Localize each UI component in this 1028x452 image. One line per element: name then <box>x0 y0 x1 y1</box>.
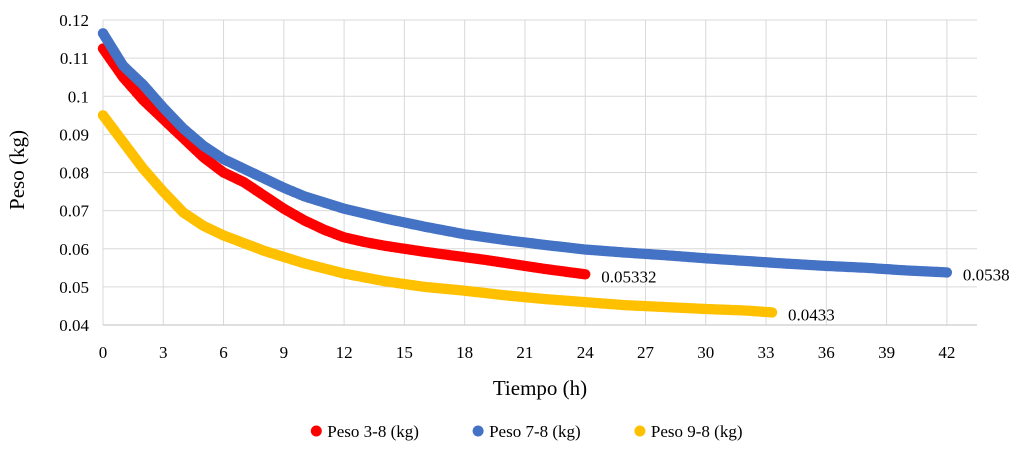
x-tick-label: 30 <box>697 343 714 362</box>
series-1 <box>97 43 591 280</box>
x-tick-label: 9 <box>280 343 289 362</box>
y-tick-label: 0.07 <box>59 202 89 221</box>
legend-marker <box>634 425 646 437</box>
x-tick-label: 12 <box>336 343 353 362</box>
x-axis-title: Tiempo (h) <box>493 376 587 400</box>
data-labels: 0.05332 0.0538 0.0433 <box>601 265 1009 324</box>
legend-marker <box>472 425 484 437</box>
series-layer <box>97 28 953 318</box>
y-tick-label: 0.11 <box>60 49 89 68</box>
x-tick-label: 36 <box>818 343 835 362</box>
legend-marker <box>310 425 322 437</box>
y-axis-title: Peso (kg) <box>5 130 29 210</box>
x-tick-label: 6 <box>219 343 228 362</box>
series-2 <box>97 28 953 278</box>
legend-label: Peso 7-8 (kg) <box>489 422 581 441</box>
series-marker <box>580 269 591 280</box>
x-tick-label: 39 <box>878 343 895 362</box>
x-tick-label: 21 <box>516 343 533 362</box>
y-tick-label: 0.05 <box>59 278 89 297</box>
legend-label: Peso 9-8 (kg) <box>651 422 743 441</box>
legend-item-2: Peso 7-8 (kg) <box>472 422 581 441</box>
x-tick-label: 3 <box>159 343 168 362</box>
legend-item-1: Peso 3-8 (kg) <box>310 422 419 441</box>
x-tick-label: 24 <box>577 343 595 362</box>
end-value-label: 0.0433 <box>788 305 835 324</box>
x-tick-label: 42 <box>938 343 955 362</box>
x-tick-label: 15 <box>396 343 413 362</box>
x-tick-label: 33 <box>758 343 775 362</box>
x-tick-label: 18 <box>456 343 473 362</box>
legend-item-3: Peso 9-8 (kg) <box>634 422 743 441</box>
legend: Peso 3-8 (kg) Peso 7-8 (kg) Peso 9-8 (kg) <box>310 422 743 441</box>
y-tick-label: 0.08 <box>59 164 89 183</box>
legend-label: Peso 3-8 (kg) <box>327 422 419 441</box>
series-marker <box>941 267 953 278</box>
y-tick-label: 0.09 <box>59 125 89 144</box>
axes: 0.040.050.060.070.080.090.10.110.120 3 6 9 1… <box>59 11 977 362</box>
y-tick-label: 0.1 <box>68 87 89 106</box>
y-tick-label: 0.06 <box>59 240 89 259</box>
series-marker <box>766 307 778 318</box>
y-tick-label: 0.12 <box>59 11 89 30</box>
end-value-label: 0.05332 <box>601 267 656 286</box>
y-tick-label: 0.04 <box>59 316 89 335</box>
series-3 <box>97 110 778 318</box>
x-tick-label: 0 <box>99 343 108 362</box>
x-tick-label: 27 <box>637 343 655 362</box>
end-value-label: 0.0538 <box>963 265 1010 284</box>
